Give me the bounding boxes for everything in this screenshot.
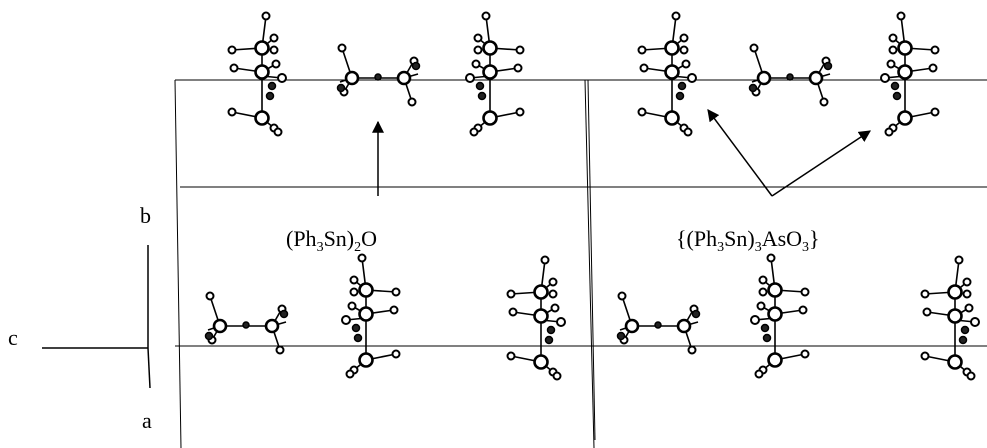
label-text: {(Ph: [676, 226, 717, 251]
subscript: 2: [354, 240, 361, 255]
molecule-label: (Ph3Sn)2O: [286, 226, 377, 255]
subscript: 3: [802, 240, 809, 255]
axis-label-c: c: [8, 325, 18, 350]
axes: [42, 245, 151, 389]
subscript: 3: [317, 240, 324, 255]
label-text: Sn): [724, 226, 755, 251]
arrows: [372, 109, 872, 197]
label-text: (Ph: [286, 226, 317, 251]
label-text: Sn): [324, 226, 355, 251]
subscript: 3: [755, 240, 762, 255]
label-text: AsO: [762, 226, 802, 251]
axis-label-b: b: [140, 203, 151, 228]
unit-cell: [174, 79, 987, 448]
label-text: O: [361, 226, 377, 251]
molecule-label: {(Ph3Sn)3AsO3}: [676, 226, 820, 255]
subscript: 3: [717, 240, 724, 255]
axis-label-a: a: [142, 408, 152, 433]
molecules: [204, 11, 981, 381]
label-text: }: [809, 226, 820, 251]
